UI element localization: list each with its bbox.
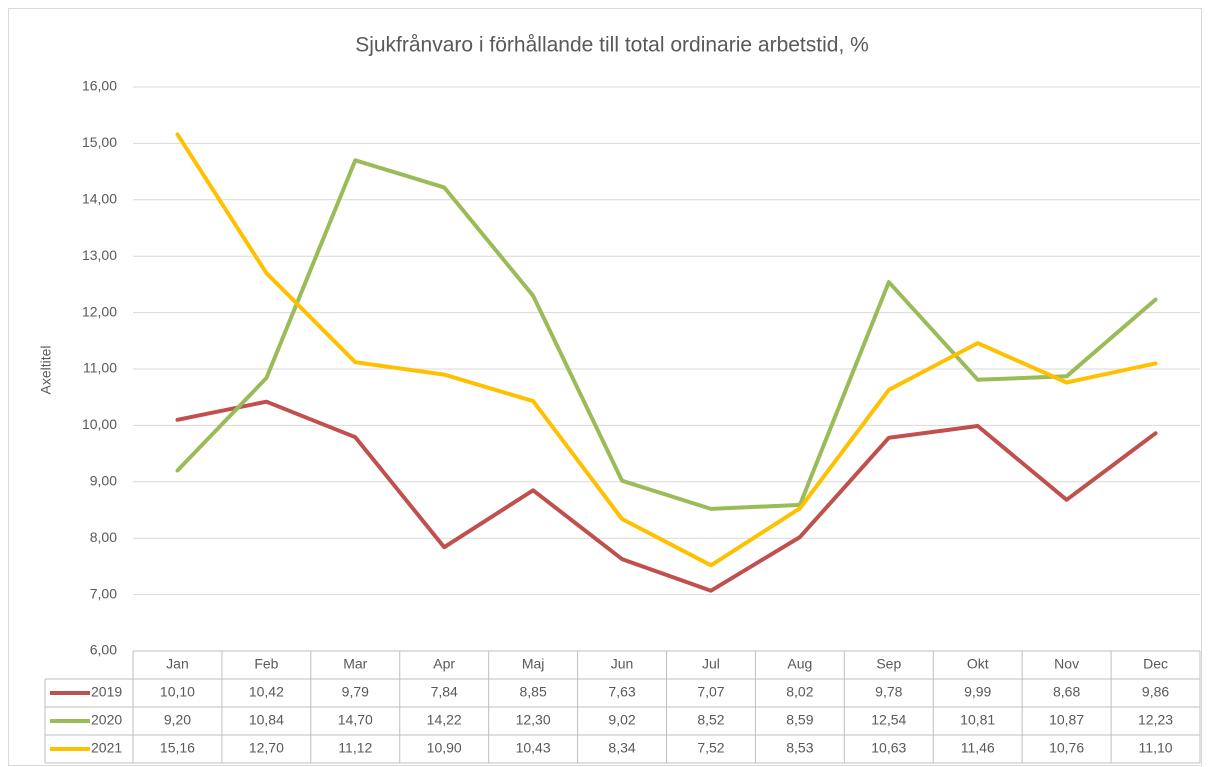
- x-tick-label: Mar: [343, 656, 367, 672]
- x-tick-label: Jan: [166, 656, 189, 672]
- series-line: [175, 132, 1158, 568]
- chart-title: Sjukfrånvaro i förhållande till total or…: [355, 34, 869, 57]
- y-tick-label: 11,00: [83, 360, 117, 376]
- data-table-cell: 12,70: [249, 740, 284, 756]
- legend-label: 2020: [91, 712, 122, 728]
- data-table-cell: 7,52: [697, 740, 724, 756]
- data-table-cell: 8,02: [786, 684, 813, 700]
- data-table-cell: 9,78: [875, 684, 902, 700]
- data-table-cell: 10,42: [249, 684, 284, 700]
- data-table-cell: 8,34: [608, 740, 635, 756]
- y-axis-label: Axeltitel: [38, 345, 54, 394]
- x-tick-label: Aug: [787, 656, 812, 672]
- data-table-cell: 11,46: [961, 740, 995, 756]
- data-table-cell: 8,85: [520, 684, 547, 700]
- data-table-cell: 8,53: [786, 740, 813, 756]
- data-table-cell: 11,10: [1139, 740, 1173, 756]
- data-table-cell: 14,22: [427, 712, 462, 728]
- legend-label: 2021: [91, 740, 122, 756]
- data-table-cell: 10,43: [516, 740, 551, 756]
- y-tick-label: 14,00: [82, 191, 117, 207]
- data-table-cell: 10,90: [427, 740, 462, 756]
- data-table-cell: 14,70: [338, 712, 373, 728]
- y-tick-label: 16,00: [82, 78, 117, 94]
- x-tick-label: Nov: [1054, 656, 1079, 672]
- series-line: [175, 399, 1158, 593]
- data-table-cell: 10,81: [960, 712, 995, 728]
- y-tick-label: 6,00: [90, 642, 117, 658]
- y-tick-label: 13,00: [82, 247, 117, 263]
- x-tick-label: Dec: [1143, 656, 1168, 672]
- series-line: [175, 158, 1158, 511]
- x-tick-label: Okt: [967, 656, 989, 672]
- data-table-cell: 11,12: [338, 740, 372, 756]
- y-tick-label: 15,00: [82, 134, 117, 150]
- data-table-cell: 10,87: [1049, 712, 1084, 728]
- data-table-cell: 7,84: [431, 684, 458, 700]
- legend-label: 2019: [91, 684, 122, 700]
- data-table-cell: 8,59: [786, 712, 813, 728]
- y-tick-label: 7,00: [90, 585, 117, 601]
- data-table-cell: 10,63: [871, 740, 906, 756]
- x-tick-label: Feb: [254, 656, 278, 672]
- data-table-cell: 10,76: [1049, 740, 1084, 756]
- y-tick-label: 10,00: [82, 416, 117, 432]
- data-table-cell: 12,30: [516, 712, 551, 728]
- chart-border: [8, 8, 1202, 766]
- x-tick-label: Sep: [876, 656, 901, 672]
- x-tick-label: Jun: [611, 656, 634, 672]
- data-table-cell: 9,86: [1142, 684, 1169, 700]
- data-table-cell: 9,02: [608, 712, 635, 728]
- x-tick-label: Jul: [702, 656, 720, 672]
- data-table-cell: 12,23: [1138, 712, 1173, 728]
- y-tick-label: 8,00: [90, 529, 117, 545]
- data-table-cell: 12,54: [871, 712, 906, 728]
- y-tick-label: 12,00: [82, 303, 117, 319]
- data-table-cell: 9,99: [964, 684, 991, 700]
- data-table-cell: 9,20: [164, 712, 191, 728]
- x-tick-label: Maj: [522, 656, 545, 672]
- data-table-cell: 9,79: [342, 684, 369, 700]
- data-table-cell: 8,52: [697, 712, 724, 728]
- data-table-cell: 8,68: [1053, 684, 1080, 700]
- data-table-cell: 10,84: [249, 712, 284, 728]
- x-tick-label: Apr: [433, 656, 455, 672]
- data-table-cell: 10,10: [160, 684, 195, 700]
- data-table-cell: 15,16: [160, 740, 195, 756]
- data-table-cell: 7,63: [608, 684, 635, 700]
- data-table-cell: 7,07: [697, 684, 724, 700]
- y-tick-label: 9,00: [90, 473, 117, 489]
